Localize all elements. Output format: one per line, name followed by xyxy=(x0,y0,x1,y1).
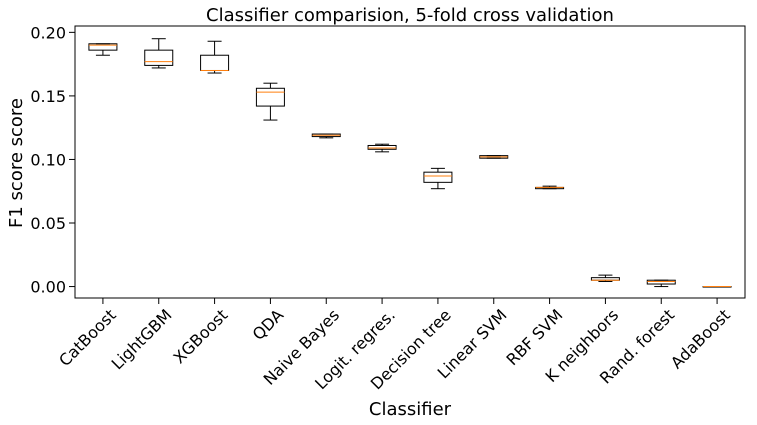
box-6 xyxy=(367,143,397,153)
box-iqr xyxy=(367,144,397,150)
box-iqr xyxy=(646,279,676,285)
box-12 xyxy=(702,286,732,288)
box-2 xyxy=(144,38,174,69)
box-4 xyxy=(255,82,285,121)
box-8 xyxy=(479,155,509,159)
box-iqr xyxy=(144,49,174,66)
box-9 xyxy=(535,185,565,190)
x-tick-label: AdaBoost xyxy=(667,305,734,372)
x-tick-label: XGBoost xyxy=(170,305,232,367)
box-7 xyxy=(423,167,453,190)
y-axis-label: F1 score score xyxy=(6,98,27,228)
x-tick-label: QDA xyxy=(249,305,288,344)
y-tick-label: 0.10 xyxy=(30,150,66,169)
x-tick-label: LightGBM xyxy=(108,305,176,373)
plot-frame xyxy=(74,25,746,299)
box-5 xyxy=(311,133,341,139)
box-11 xyxy=(646,279,676,288)
y-tick-label: 0.15 xyxy=(30,87,66,106)
box-10 xyxy=(590,274,620,282)
box-iqr xyxy=(88,43,118,51)
box-iqr xyxy=(255,87,285,107)
plot-area xyxy=(88,38,732,288)
x-axis-label: Classifier xyxy=(369,399,452,420)
y-tick-label: 0.05 xyxy=(30,214,66,233)
box-1 xyxy=(88,43,118,56)
box-iqr xyxy=(423,171,453,183)
box-iqr xyxy=(200,54,230,71)
y-tick-label: 0.00 xyxy=(30,278,66,297)
y-tick-label: 0.20 xyxy=(30,23,66,42)
box-3 xyxy=(200,40,230,74)
chart-title: Classifier comparision, 5-fold cross val… xyxy=(206,5,614,26)
y-axis: 0.00 0.05 0.10 0.15 0.20 xyxy=(30,23,75,297)
